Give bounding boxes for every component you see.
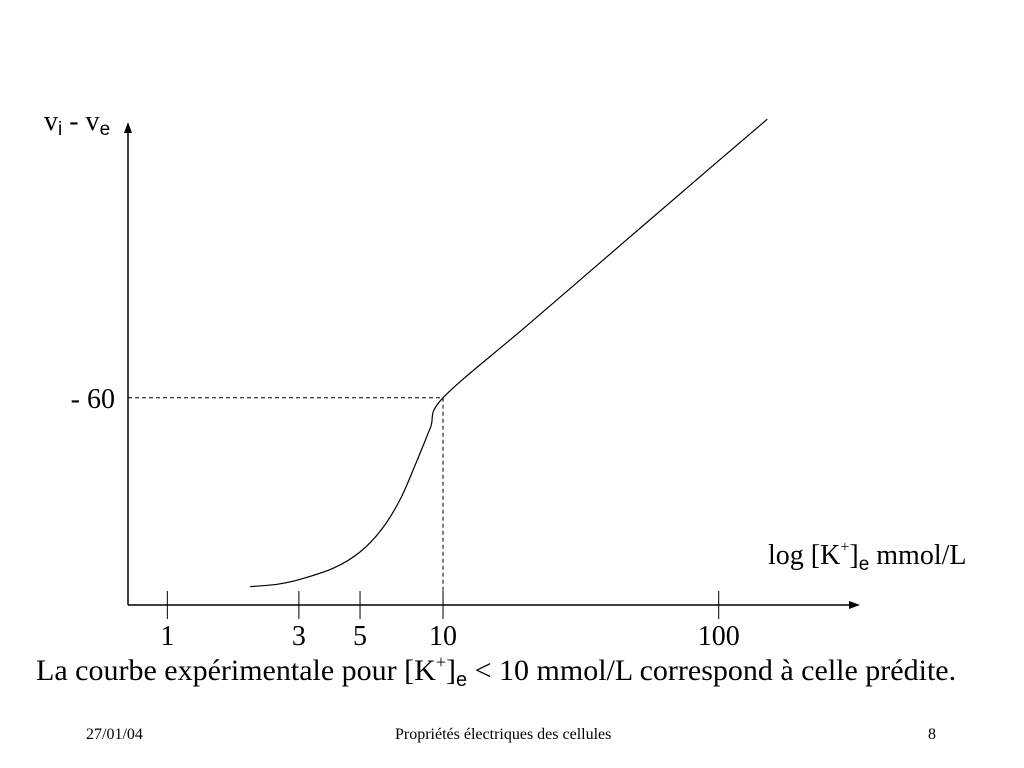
x-tick-label-3: 3: [292, 621, 306, 652]
footer-date: 27/01/04: [86, 726, 143, 743]
x-axis-arrowhead: [849, 601, 860, 609]
slide-caption: La courbe expérimentale pour [K+]e < 10 …: [36, 652, 957, 691]
footer-page-number: 8: [928, 726, 936, 743]
x-ticks: [166, 591, 720, 619]
x-tick-label-1: 1: [160, 621, 174, 652]
tick-labels: 1 3 5 10 100 - 60: [71, 384, 740, 652]
footer-title: Propriétés électriques des cellules: [395, 726, 612, 743]
x-tick-label-10: 10: [429, 621, 457, 652]
x-axis-label: log [K+]e mmol/L: [768, 539, 967, 575]
x-tick-label-100: 100: [698, 621, 740, 652]
axes: [124, 122, 860, 609]
guide-lines: [128, 397, 444, 605]
y-axis-arrowhead: [124, 122, 132, 133]
series-line: [250, 118, 768, 588]
y-axis-label: vi - ve: [44, 106, 111, 140]
y-tick-label-0: - 60: [71, 384, 115, 415]
x-tick-label-5: 5: [353, 621, 367, 652]
